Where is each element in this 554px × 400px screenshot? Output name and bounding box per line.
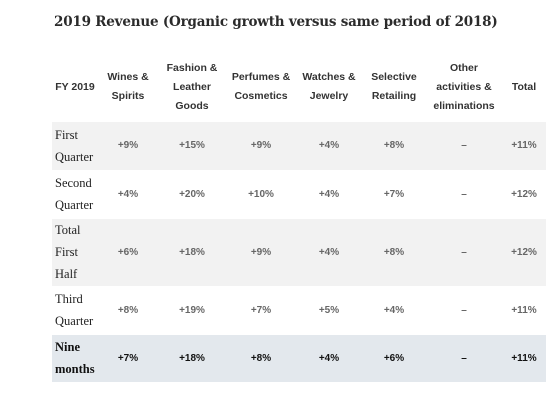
cell-value: +18% <box>158 334 226 383</box>
cell-value: +20% <box>158 170 226 219</box>
cell-value: +11% <box>502 334 546 383</box>
cell-value: – <box>426 170 502 219</box>
cell-value: +8% <box>362 218 426 287</box>
cell-value: – <box>426 218 502 287</box>
cell-value: +9% <box>226 218 296 287</box>
row-label: First Quarter <box>52 122 98 171</box>
cell-value: +8% <box>226 334 296 383</box>
table-title: 2019 Revenue (Organic growth versus same… <box>54 14 498 30</box>
cell-value: +12% <box>502 170 546 219</box>
cell-value: +8% <box>362 122 426 171</box>
header-perfumes-cosmetics: Perfumes & Cosmetics <box>231 71 291 102</box>
header-total: Total <box>511 80 537 93</box>
table-row: Total First Half +6% +18% +9% +4% +8% – … <box>52 218 546 287</box>
cell-value: – <box>426 286 502 335</box>
cell-value: +4% <box>362 286 426 335</box>
table-row: Third Quarter +8% +19% +7% +5% +4% – +11… <box>52 286 546 335</box>
cell-value: +6% <box>362 334 426 383</box>
table-row: First Quarter +9% +15% +9% +4% +8% – +11… <box>52 122 546 171</box>
header-wines-spirits: Wines & Spirits <box>107 71 149 102</box>
cell-value: – <box>426 334 502 383</box>
cell-value: +7% <box>362 170 426 219</box>
cell-value: +18% <box>158 218 226 287</box>
cell-value: +5% <box>296 286 362 335</box>
cell-value: +4% <box>296 218 362 287</box>
cell-value: +11% <box>502 122 546 171</box>
header-fy: FY 2019 <box>55 80 95 93</box>
header-selective-retailing: Selective Retailing <box>371 71 417 102</box>
row-label: Third Quarter <box>52 286 98 335</box>
header-watches-jewelry: Watches & Jewelry <box>302 71 356 102</box>
row-label: Total First Half <box>52 218 98 287</box>
table-row: Second Quarter +4% +20% +10% +4% +7% – +… <box>52 170 546 219</box>
cell-value: +10% <box>226 170 296 219</box>
cell-value: +19% <box>158 286 226 335</box>
header-row: FY 2019 Wines & Spirits Fashion & Leathe… <box>52 52 546 122</box>
cell-value: +9% <box>226 122 296 171</box>
cell-value: +15% <box>158 122 226 171</box>
cell-value: +6% <box>98 218 158 287</box>
cell-value: +7% <box>226 286 296 335</box>
cell-value: +12% <box>502 218 546 287</box>
cell-value: +4% <box>98 170 158 219</box>
header-other-activities: Other activities & eliminations <box>433 61 495 112</box>
cell-value: +4% <box>296 334 362 383</box>
cell-value: +9% <box>98 122 158 171</box>
header-fashion-leather: Fashion & Leather Goods <box>166 61 218 112</box>
table-row-total: Nine months +7% +18% +8% +4% +6% – +11% <box>52 334 546 383</box>
cell-value: +4% <box>296 170 362 219</box>
cell-value: – <box>426 122 502 171</box>
cell-value: +7% <box>98 334 158 383</box>
revenue-table: FY 2019 Wines & Spirits Fashion & Leathe… <box>52 52 546 383</box>
cell-value: +4% <box>296 122 362 171</box>
row-label: Second Quarter <box>52 170 98 219</box>
cell-value: +11% <box>502 286 546 335</box>
cell-value: +8% <box>98 286 158 335</box>
row-label: Nine months <box>52 334 98 383</box>
